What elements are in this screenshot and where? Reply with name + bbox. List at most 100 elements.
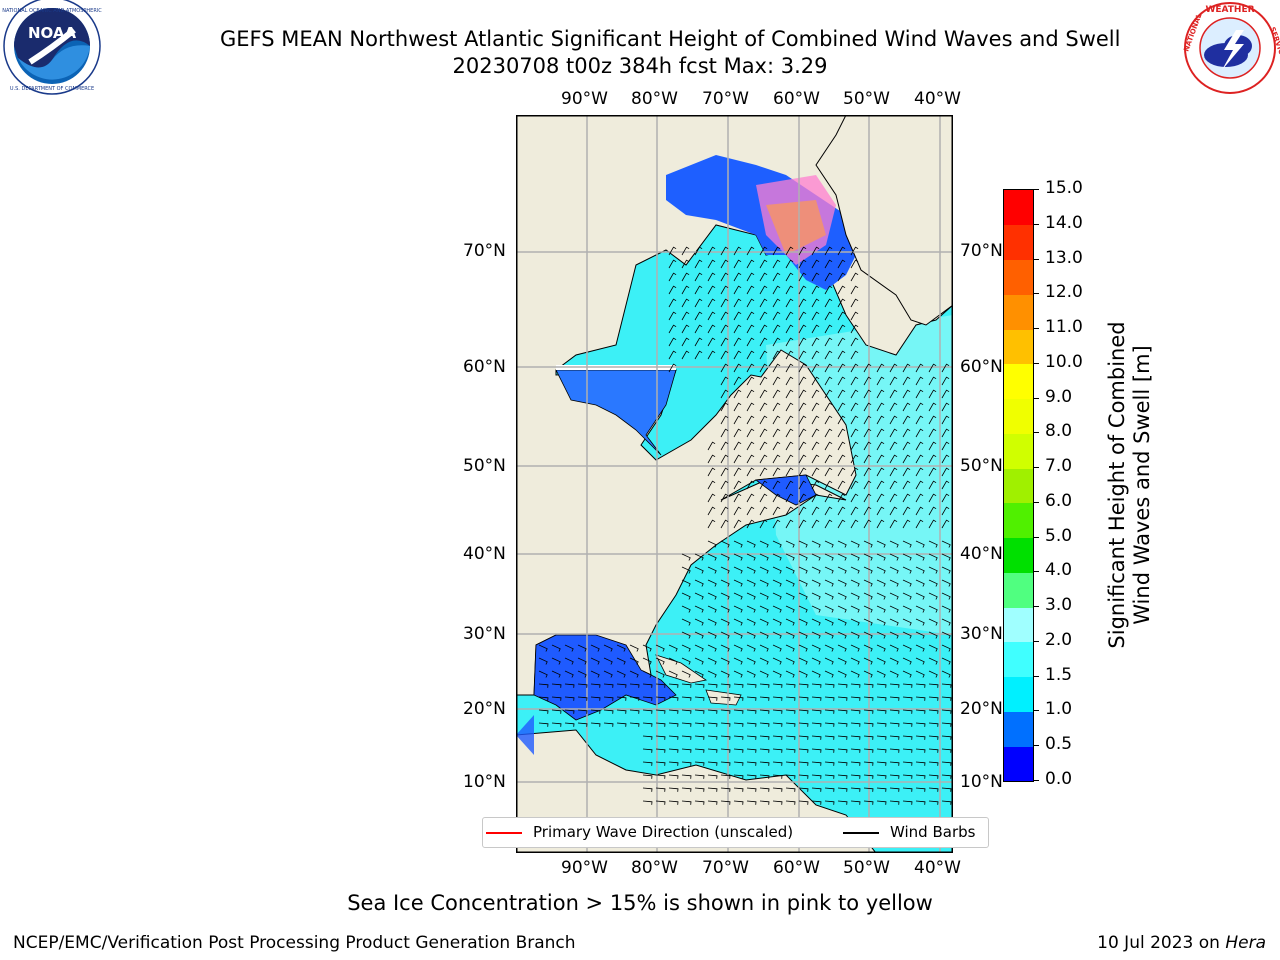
wind-barb [941, 631, 951, 639]
wind-barb [746, 631, 756, 639]
wind-barb [902, 800, 913, 805]
wind-barb [707, 618, 717, 626]
wind-barb [707, 579, 717, 587]
lon-tick-bottom-50w: 50°W [843, 858, 890, 878]
wind-barb [798, 493, 807, 503]
wind-barb [707, 285, 716, 295]
colorbar-tick-mark [1033, 362, 1039, 364]
wind-barb [759, 337, 768, 347]
wind-barb [759, 579, 769, 587]
wind-barb [694, 298, 703, 308]
wind-barb [837, 285, 846, 295]
wind-barb [902, 761, 913, 766]
wind-barb [759, 748, 770, 753]
wind-barb [876, 774, 887, 779]
wind-barb [538, 670, 548, 678]
wind-barb [655, 748, 666, 753]
wind-barb [889, 428, 898, 438]
wind-barb [824, 246, 833, 256]
wind-barb [876, 467, 885, 477]
wind-barb [837, 696, 848, 701]
wind-barb [707, 592, 717, 600]
wind-barb [824, 709, 835, 714]
wind-barb [551, 709, 562, 714]
wind-barb [772, 506, 781, 516]
wind-barb [889, 441, 898, 451]
wind-barb [889, 467, 898, 477]
wind-barb [811, 441, 820, 451]
wind-barb [785, 259, 794, 269]
wind-barb [720, 592, 730, 600]
wind-barb [759, 285, 768, 295]
wind-barb [928, 683, 939, 688]
wind-barb [616, 696, 627, 701]
wind-barb [759, 324, 768, 334]
wind-barb [785, 324, 794, 334]
wind-barb [837, 467, 846, 477]
wind-barb [837, 774, 848, 779]
wind-barb [707, 553, 717, 561]
wind-barb [850, 350, 859, 360]
wind-barb [681, 259, 690, 269]
wind-barb [863, 787, 874, 792]
wind-barb [720, 696, 731, 701]
wind-barb [850, 566, 860, 574]
wind-barb [811, 553, 821, 561]
wind-barb [876, 657, 886, 665]
wind-barb [759, 480, 768, 490]
colorbar-segment [1004, 572, 1033, 608]
colorbar-label-line-1: Significant Height of Combined [1105, 321, 1129, 649]
wind-barb [850, 285, 859, 295]
wind-barb [811, 246, 820, 256]
wind-barb [720, 246, 729, 256]
wind-barb [733, 389, 742, 399]
wind-barb [928, 774, 939, 779]
wind-barb [733, 566, 743, 574]
wind-barb [668, 696, 679, 701]
wind-barb [681, 683, 692, 688]
colorbar-tick-label: 0.0 [1045, 769, 1073, 789]
wind-barb [798, 696, 809, 701]
wind-barb [837, 415, 846, 425]
wind-barb [720, 506, 729, 516]
hudson-bay [555, 369, 677, 456]
lat-tick-right-10n: 10°N [960, 772, 1003, 792]
wind-barb [785, 683, 796, 688]
wind-barb [707, 506, 716, 516]
wind-barb [681, 696, 692, 701]
wind-barb [720, 748, 731, 753]
wind-barb [551, 722, 562, 727]
wind-barb [785, 246, 794, 256]
colorbar-segment [1004, 329, 1033, 365]
wind-barb [746, 324, 755, 334]
wind-barb [824, 350, 833, 360]
wind-barb [850, 363, 859, 373]
colorbar-segment [1004, 711, 1033, 747]
wind-barb [694, 774, 705, 779]
wind-barb [655, 670, 665, 678]
wind-barb [837, 605, 847, 613]
wind-barb [785, 735, 796, 740]
wind-barb [798, 709, 809, 714]
wind-barb [824, 415, 833, 425]
wind-barb [928, 376, 937, 386]
wind-barb [577, 670, 587, 678]
wind-barb [759, 566, 769, 574]
wind-barb [876, 566, 886, 574]
wind-barb [655, 644, 665, 652]
wind-barb [889, 579, 899, 587]
wind-barb [850, 696, 861, 701]
wind-barb [707, 748, 718, 753]
lat-tick-left-10n: 10°N [463, 772, 506, 792]
wind-barb [889, 493, 898, 503]
wind-barb [733, 787, 744, 792]
wind-barb [759, 428, 768, 438]
wind-barb [759, 298, 768, 308]
wind-barb [837, 644, 847, 652]
wind-barb [824, 683, 835, 688]
colorbar-segment [1004, 468, 1033, 504]
wind-barb [824, 519, 833, 529]
wind-barb [863, 376, 872, 386]
colorbar [1003, 189, 1034, 782]
wind-barb [811, 376, 820, 386]
